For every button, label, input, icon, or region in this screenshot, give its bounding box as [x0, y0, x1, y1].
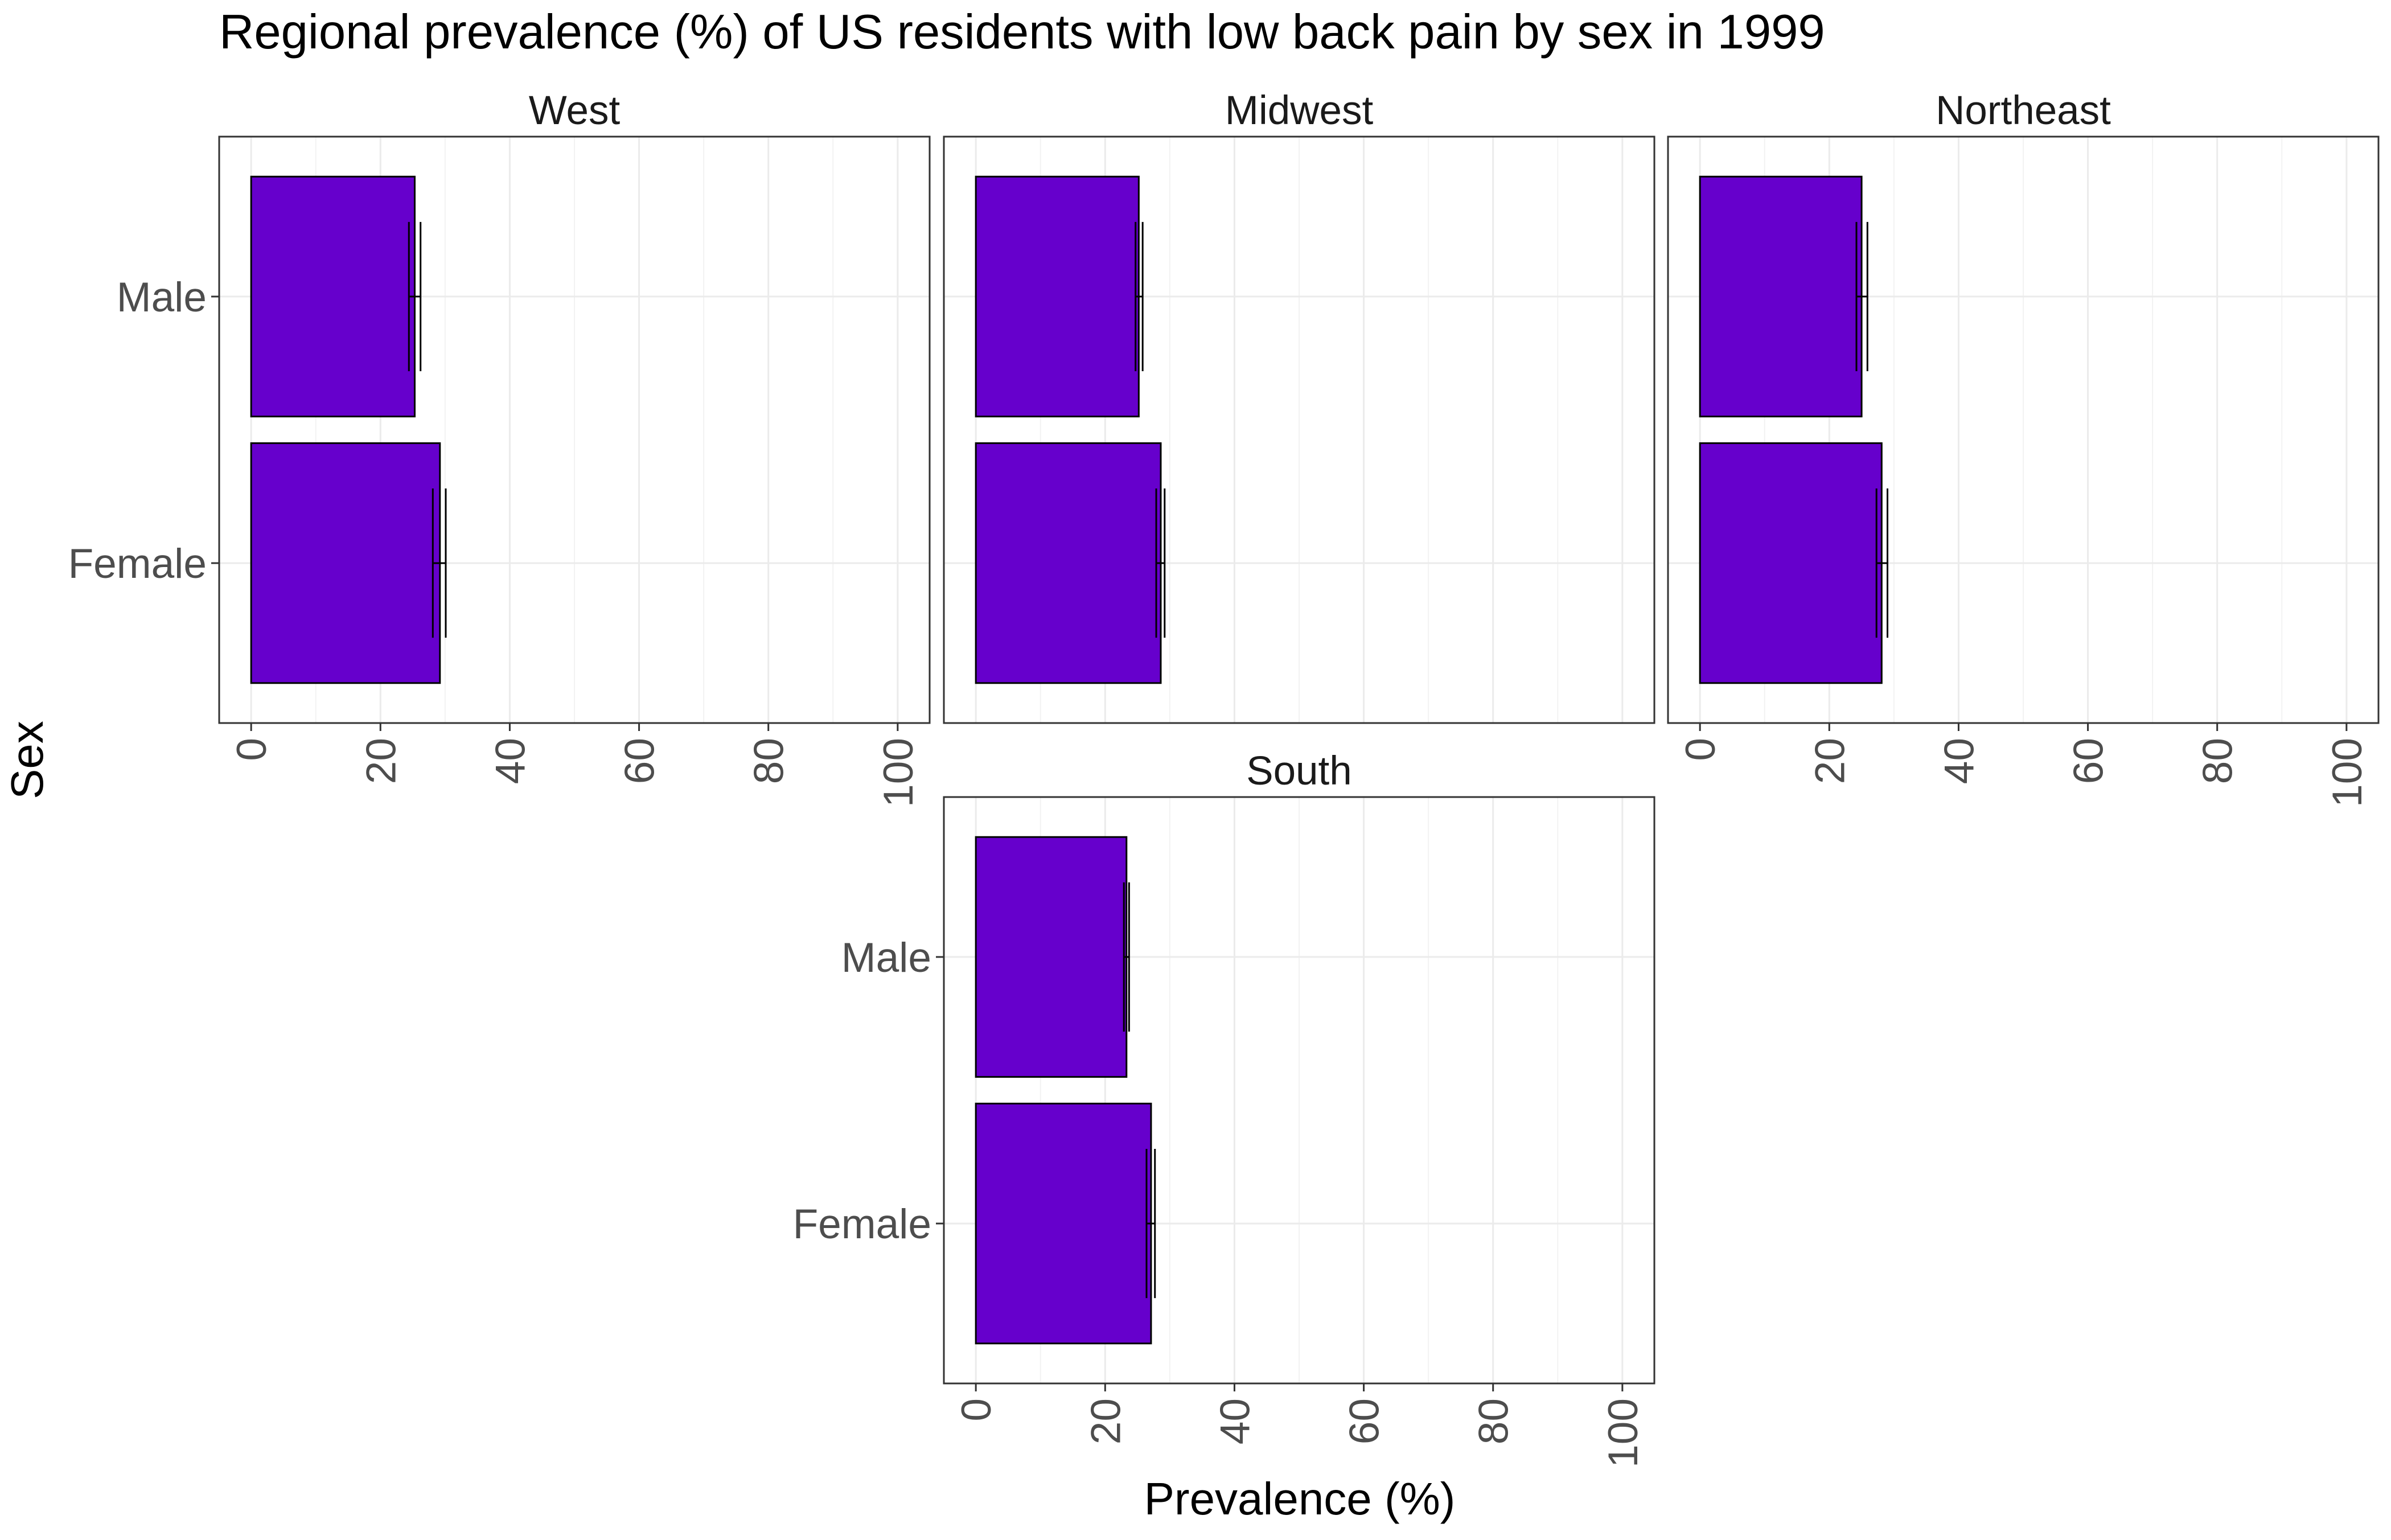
y-axis-title: Sex	[2, 721, 52, 799]
y-tick-label-female: Female	[68, 541, 207, 587]
bar-male	[975, 836, 1128, 1078]
panel-border	[943, 135, 1655, 724]
chart-title: Regional prevalence (%) of US residents …	[219, 5, 1825, 59]
x-tick-label: 0	[1678, 738, 1724, 761]
x-tick-label: 80	[2195, 738, 2241, 784]
x-tick-label: 40	[1212, 1398, 1258, 1444]
error-bar-female	[432, 488, 447, 638]
facet-panel-midwest: Midwest	[943, 88, 1655, 724]
x-axis-title: Prevalence (%)	[1144, 1473, 1456, 1524]
bar-male	[975, 175, 1140, 418]
panel-border	[943, 796, 1655, 1385]
x-tick-label: 100	[2324, 738, 2371, 807]
facet-panel-south: South Female Male 0 20 40 60 80 100	[793, 749, 1655, 1468]
strip-label-midwest: Midwest	[1225, 88, 1374, 133]
y-tick-label-male: Male	[841, 935, 931, 981]
error-bar-male	[1855, 221, 1868, 371]
y-tick-label-female: Female	[793, 1201, 931, 1247]
error-bar-female	[1875, 488, 1889, 638]
x-tick-label: 80	[746, 738, 792, 784]
facet-panel-northeast: Northeast 0 20 40 60 80 100	[1667, 88, 2380, 807]
bar-female	[250, 442, 441, 684]
x-tick-label: 0	[229, 738, 275, 761]
bar-male	[250, 175, 416, 418]
bar-female	[975, 442, 1162, 684]
bar-female	[975, 1102, 1152, 1345]
x-tick-label: 60	[2066, 738, 2112, 784]
x-tick-label: 20	[1083, 1398, 1129, 1444]
x-tick-label: 40	[487, 738, 533, 784]
error-bar-male	[408, 221, 422, 371]
strip-label-northeast: Northeast	[1936, 88, 2111, 133]
x-tick-label: 40	[1936, 738, 1982, 784]
facet-panels: West Female Male 0 20 40 60 80 100 Midwest Northea…	[68, 88, 2380, 1468]
error-bar-female	[1155, 488, 1166, 638]
error-bar-male	[1123, 882, 1130, 1032]
strip-label-south: South	[1246, 749, 1352, 794]
panel-border	[218, 135, 931, 724]
bar-female	[1699, 442, 1883, 684]
error-bar-male	[1135, 221, 1144, 371]
facet-panel-west: West Female Male 0 20 40 60 80 100	[68, 88, 931, 807]
x-tick-label: 100	[876, 738, 922, 807]
x-tick-label: 60	[617, 738, 663, 784]
x-tick-label: 20	[1807, 738, 1853, 784]
y-tick-label-male: Male	[117, 274, 207, 321]
x-tick-label: 100	[1600, 1398, 1646, 1468]
x-tick-label: 60	[1342, 1398, 1388, 1444]
x-tick-label: 20	[358, 738, 404, 784]
x-tick-label: 80	[1471, 1398, 1517, 1444]
x-tick-label: 0	[954, 1398, 1000, 1422]
strip-label-west: West	[529, 88, 621, 133]
bar-male	[1699, 175, 1863, 418]
panel-border	[1667, 135, 2380, 724]
error-bar-female	[1145, 1149, 1156, 1299]
